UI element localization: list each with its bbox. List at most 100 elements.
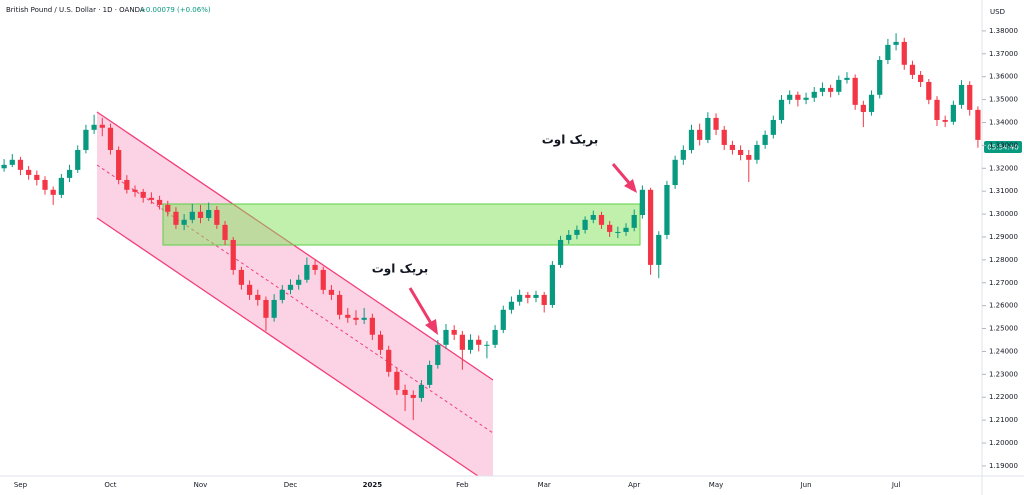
y-tick-label: 1.34000 [989, 118, 1018, 126]
candle-body [271, 299, 277, 318]
candle-body [197, 211, 204, 218]
x-tick-label: Mar [538, 481, 551, 489]
candle-body [230, 239, 236, 270]
arrow [408, 287, 434, 326]
candle-body [66, 169, 73, 178]
channel-upper [96, 111, 494, 381]
chart-title: British Pound / U.S. Dollar · 1D · OANDA [6, 6, 145, 14]
candle-body [304, 264, 310, 280]
candle-body [729, 144, 736, 150]
candle-body [541, 294, 547, 305]
candle-body [656, 234, 662, 265]
candle-body [165, 204, 171, 212]
candle-body [189, 211, 195, 220]
candle-body [909, 64, 916, 75]
candle-body [459, 334, 465, 350]
candle-body [99, 124, 105, 128]
x-tick-label: Oct [104, 481, 116, 489]
candle-body [811, 91, 817, 98]
candle-body [34, 174, 40, 180]
candle-body [451, 329, 457, 335]
candle-body [647, 189, 654, 265]
candle-body [844, 77, 850, 80]
y-tick-label: 1.27000 [989, 279, 1018, 287]
y-tick-label: 1.22000 [989, 393, 1018, 401]
y-tick-label: 1.36000 [989, 73, 1018, 81]
candle-body [631, 214, 637, 228]
y-tick-label: 1.23000 [989, 370, 1018, 378]
candle-body [672, 159, 678, 185]
candle-body [607, 224, 613, 232]
candle-body [418, 384, 425, 398]
candle-body [107, 127, 114, 150]
candle-body [697, 129, 703, 140]
x-tick-label: Jun [800, 481, 812, 489]
y-tick-label: 1.24000 [989, 347, 1018, 355]
candle-body [517, 294, 523, 302]
x-tick-label: 2025 [363, 481, 383, 489]
candle-body [598, 214, 605, 225]
candle-body [386, 349, 392, 372]
candle-body [83, 129, 89, 150]
x-tick-label: Feb [456, 481, 469, 489]
candle-body [467, 339, 474, 350]
candle-body [222, 224, 228, 240]
candle-body [688, 129, 695, 150]
x-tick-label: Nov [194, 481, 208, 489]
candle-body [582, 219, 588, 230]
candle-body [58, 177, 64, 195]
candle-body [287, 284, 294, 290]
candle-body [795, 94, 801, 100]
candle-body [557, 239, 564, 265]
candle-body [312, 264, 318, 270]
candle-body [91, 124, 97, 130]
y-tick-label: 1.31000 [989, 187, 1018, 195]
candle-body [26, 169, 32, 175]
channel-fill [97, 112, 493, 476]
candle-body [680, 149, 686, 160]
candle-body [336, 294, 343, 315]
y-tick-label: 1.37000 [989, 50, 1018, 58]
candle-body [926, 81, 932, 100]
y-tick-label: 1.26000 [989, 302, 1018, 310]
candle-body [852, 77, 858, 105]
candle-body [75, 149, 81, 170]
candle-body [639, 189, 646, 215]
arrow-head [624, 179, 637, 193]
candle-body [173, 211, 179, 225]
candle-body [17, 159, 24, 170]
candle-body [950, 104, 956, 122]
y-tick-label: 1.21000 [989, 416, 1018, 424]
candle-body [836, 79, 842, 92]
candle-body [885, 44, 891, 60]
candle-body [975, 109, 981, 140]
candle-body [615, 231, 621, 233]
candle-body [9, 159, 15, 165]
x-tick-label: Dec [284, 481, 298, 489]
candle-body [934, 99, 940, 120]
arrow [611, 163, 632, 185]
arrow-head [425, 319, 438, 335]
candle-body [574, 229, 580, 235]
candle-body [901, 41, 907, 65]
candle-body [427, 364, 433, 385]
candle-body [116, 149, 122, 180]
candle-body [214, 209, 220, 225]
candle-body [361, 317, 367, 320]
candle-body [148, 197, 155, 200]
candle-body [132, 189, 138, 192]
channel-lower [96, 217, 479, 477]
candle-body [328, 289, 335, 295]
candle-body [1, 164, 7, 169]
candle-body [140, 191, 146, 198]
candles [1, 33, 981, 421]
candle-body [664, 184, 670, 235]
candle-body [893, 41, 899, 45]
candle-body [124, 179, 130, 190]
y-tick-label: 1.29000 [989, 233, 1018, 241]
y-tick-label: 1.20000 [989, 439, 1018, 447]
candle-body [320, 269, 326, 290]
candle-body [737, 149, 744, 156]
candle-body [566, 234, 572, 240]
